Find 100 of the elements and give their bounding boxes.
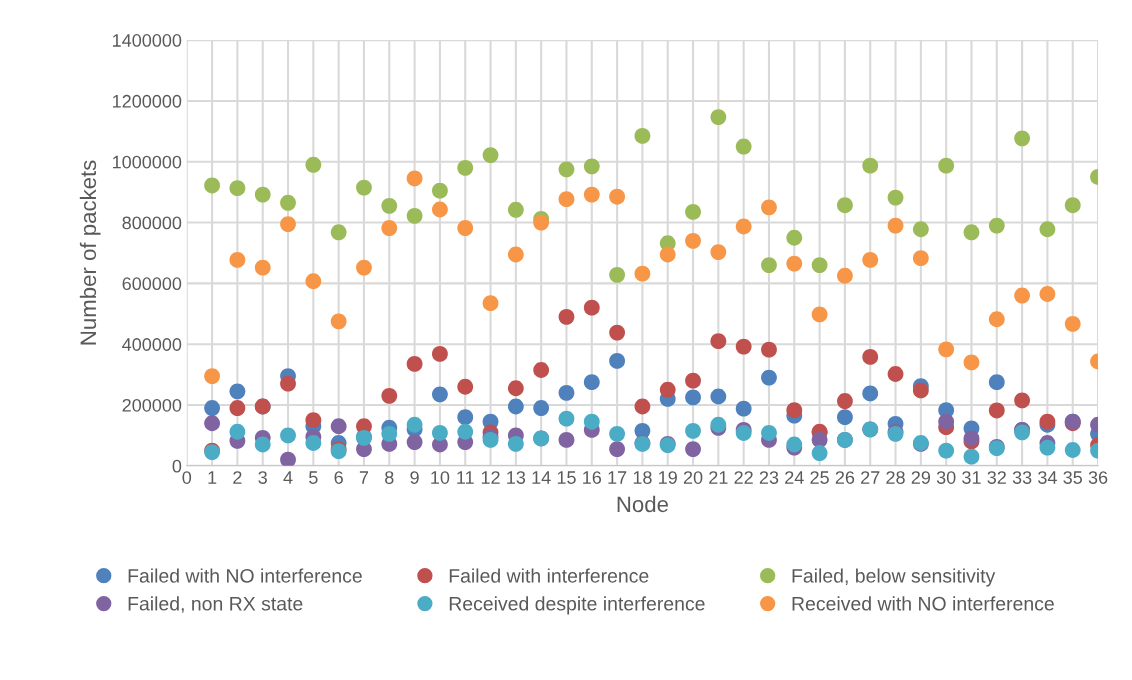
point — [634, 127, 651, 144]
point — [406, 170, 423, 187]
point — [457, 423, 474, 440]
y-tick-label: 200000 — [122, 398, 182, 412]
point — [786, 255, 803, 272]
point — [406, 356, 423, 372]
x-tick-label: 8 — [385, 471, 394, 484]
point — [381, 425, 398, 442]
x-tick-label: 36 — [1088, 471, 1108, 484]
point — [710, 109, 727, 125]
point — [710, 388, 727, 405]
point — [229, 180, 246, 197]
y-tick-label: 1000000 — [113, 155, 182, 169]
point — [482, 147, 499, 163]
point — [836, 393, 853, 409]
point — [659, 246, 676, 263]
point — [381, 197, 398, 214]
x-tick-label: 26 — [835, 471, 855, 484]
point — [685, 441, 701, 457]
point — [912, 250, 929, 267]
point — [330, 313, 347, 330]
point — [1039, 286, 1056, 302]
point — [836, 409, 853, 426]
x-tick-label: 7 — [359, 471, 369, 484]
point — [583, 374, 600, 391]
point — [204, 177, 221, 194]
point — [710, 244, 727, 260]
point — [254, 259, 271, 276]
point — [988, 217, 1005, 234]
point — [938, 413, 955, 430]
point — [685, 372, 701, 389]
point — [735, 138, 752, 155]
x-tick-label: 2 — [233, 471, 242, 484]
x-tick-label: 12 — [481, 471, 500, 484]
point — [811, 306, 828, 323]
point — [735, 400, 752, 417]
point — [229, 400, 246, 416]
point — [431, 201, 448, 218]
x-tick-label: 22 — [734, 471, 753, 484]
point — [1039, 439, 1056, 456]
point — [381, 387, 398, 404]
point — [735, 218, 752, 235]
point — [659, 381, 676, 398]
point — [609, 324, 626, 341]
point — [811, 445, 828, 461]
x-axis-title: Node — [617, 495, 668, 513]
x-tick-label: 27 — [861, 471, 880, 484]
point — [786, 402, 803, 419]
point — [685, 232, 701, 249]
x-tick-label: 10 — [431, 471, 450, 484]
y-tick-label: 0 — [172, 459, 182, 473]
x-tick-label: 0 — [182, 471, 192, 484]
point — [685, 422, 701, 439]
point — [609, 425, 626, 442]
point — [507, 380, 524, 397]
point — [330, 224, 347, 241]
x-tick-label: 14 — [532, 471, 551, 484]
point — [685, 389, 701, 406]
point — [988, 374, 1005, 391]
point — [558, 384, 575, 401]
point — [786, 229, 803, 246]
x-tick-label: 3 — [258, 471, 267, 484]
y-axis-title: Number of packets — [79, 160, 101, 345]
point — [457, 159, 474, 176]
point — [887, 366, 904, 382]
y-tick-label: 800000 — [122, 216, 182, 230]
point — [1064, 442, 1081, 458]
point — [1014, 130, 1031, 147]
point — [811, 257, 828, 274]
x-tick-label: 18 — [633, 471, 652, 484]
point — [862, 252, 879, 268]
x-tick-label: 15 — [557, 471, 576, 484]
point — [507, 246, 524, 263]
point — [862, 385, 879, 402]
x-tick-label: 19 — [659, 471, 677, 484]
point — [229, 252, 246, 268]
point — [204, 368, 221, 385]
y-tick-label: 400000 — [122, 338, 182, 351]
x-tick-label: 11 — [457, 471, 474, 484]
point — [583, 413, 600, 430]
point — [887, 189, 904, 206]
legend-label: Received with NO interference — [792, 596, 1054, 611]
point — [431, 182, 448, 199]
point — [204, 415, 221, 432]
point — [280, 194, 296, 211]
point — [609, 441, 626, 457]
point — [710, 333, 727, 350]
point — [533, 362, 550, 378]
point — [558, 161, 575, 178]
point — [305, 273, 322, 290]
legend-label: Received despite interference — [449, 596, 705, 615]
x-tick-label: 29 — [911, 471, 931, 484]
point — [1064, 197, 1081, 214]
point — [862, 157, 879, 174]
point — [431, 386, 448, 403]
x-tick-label: 9 — [410, 471, 419, 484]
point — [938, 442, 955, 459]
y-tick-label: 1400000 — [113, 34, 182, 47]
point — [533, 400, 550, 416]
point — [558, 432, 575, 448]
